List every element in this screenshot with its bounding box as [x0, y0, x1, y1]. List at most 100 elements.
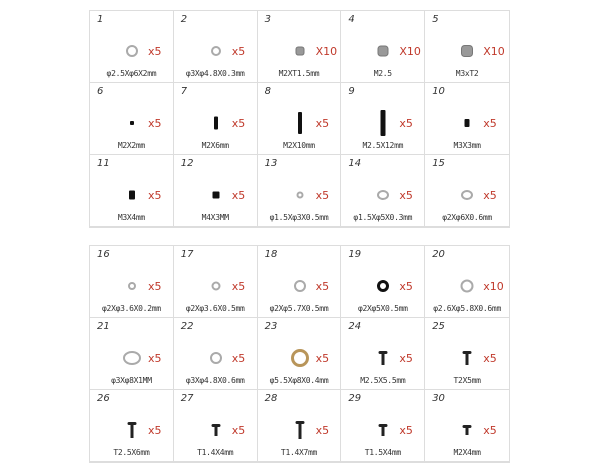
- washer-icon: [209, 352, 222, 364]
- shoulder-screw-icon: [378, 351, 388, 365]
- part-spec: M2.5X12mm: [362, 141, 404, 150]
- part-quantity: X10: [399, 45, 421, 58]
- part-spec: φ2Xφ5X0.5mm: [357, 304, 408, 313]
- part-quantity: x5: [315, 117, 330, 130]
- part-number: 21: [97, 321, 110, 332]
- part-cell: 25 x5 T2X5mm: [425, 318, 509, 390]
- part-number: 30: [432, 393, 445, 404]
- part-quantity: x5: [231, 352, 246, 365]
- screw-icon: [378, 424, 388, 436]
- set-screw-icon: [380, 110, 386, 136]
- part-number: 19: [348, 249, 362, 260]
- set-screw-icon: [129, 190, 135, 200]
- set-screw-icon: [212, 191, 220, 199]
- part-cell: 1 x5 φ2.5Xφ6X2mm: [90, 11, 174, 83]
- part-quantity: x5: [148, 352, 162, 365]
- nut-icon: [377, 45, 389, 57]
- part-cell: 5 X10 M3xT2: [425, 11, 509, 83]
- part-cell: 11 x5 M3X4mm: [90, 155, 174, 227]
- part-cell: 9 x5 M2.5X12mm: [341, 83, 426, 155]
- part-cell: 20 x10 φ2.6Xφ5.8X0.6mm: [425, 246, 509, 318]
- screw-icon: [462, 351, 472, 365]
- part-cell: 29 x5 T1.5X4mm: [341, 390, 426, 462]
- part-quantity: x5: [148, 424, 162, 437]
- part-spec: T2.5X6mm: [113, 448, 150, 457]
- part-quantity: x5: [483, 424, 497, 437]
- part-spec: T1.4X7mm: [280, 448, 318, 457]
- part-number: 6: [97, 86, 104, 97]
- part-cell: 18 x5 φ2Xφ5.7X0.5mm: [257, 246, 342, 318]
- part-quantity: x5: [231, 424, 246, 437]
- set-screw-icon: [130, 121, 134, 125]
- part-cell: 24 x5 M2.5X5.5mm: [341, 318, 426, 390]
- washer-icon: [123, 351, 141, 365]
- part-number: 24: [348, 321, 362, 332]
- part-quantity: x10: [483, 280, 504, 293]
- part-number: 17: [180, 249, 194, 260]
- part-spec: φ2Xφ5.7X0.5mm: [269, 304, 329, 313]
- part-cell: 22 x5 φ3Xφ4.8X0.6mm: [173, 318, 258, 390]
- part-spec: T1.4X4mm: [197, 448, 234, 457]
- part-quantity: x5: [483, 352, 497, 365]
- part-cell: 12 x5 M4X3MM: [173, 155, 258, 227]
- part-number: 28: [264, 393, 278, 404]
- washer-icon: [460, 279, 474, 293]
- part-cell: 21 x5 φ3Xφ8X1MM: [90, 318, 174, 390]
- screw-icon: [462, 425, 472, 435]
- part-quantity: x5: [148, 117, 162, 130]
- part-quantity: x5: [315, 280, 330, 293]
- part-quantity: x5: [231, 45, 246, 58]
- part-cell: 7 x5 M2X6mm: [173, 83, 258, 155]
- part-number: 25: [432, 321, 445, 332]
- part-number: 2: [180, 14, 188, 25]
- part-quantity: x5: [231, 117, 246, 130]
- part-number: 18: [264, 249, 278, 260]
- part-quantity: x5: [231, 189, 246, 202]
- part-spec: φ3Xφ8X1MM: [111, 376, 152, 385]
- part-spec: T1.5X4mm: [364, 448, 401, 457]
- part-spec: φ2.6Xφ5.8X0.6mm: [433, 304, 501, 313]
- part-number: 12: [180, 158, 194, 169]
- part-quantity: x5: [399, 424, 413, 437]
- part-spec: φ3Xφ4.8X0.3mm: [185, 69, 245, 78]
- nut-icon: [461, 45, 474, 57]
- screw-icon: [211, 424, 221, 436]
- part-cell: 26 x5 T2.5X6mm: [90, 390, 174, 462]
- parts-grid-1: 1 x5 φ2.5Xφ6X2mm 2 x5 φ3Xφ4.8X0.3mm 3 X10 …: [89, 10, 510, 228]
- part-spec: φ2Xφ6X0.6mm: [442, 213, 492, 222]
- part-spec: M2X6mm: [201, 141, 229, 150]
- part-number: 16: [97, 249, 110, 260]
- part-cell: 6 x5 M2X2mm: [90, 83, 174, 155]
- part-quantity: x5: [483, 189, 497, 202]
- part-number: 14: [348, 158, 362, 169]
- washer-icon: [377, 190, 390, 200]
- part-cell: 3 X10 M2XT1.5mm: [257, 11, 342, 83]
- washer-icon: [211, 281, 221, 291]
- part-spec: M2.5: [373, 69, 392, 78]
- part-spec: M2X10mm: [283, 141, 315, 150]
- part-number: 15: [432, 158, 445, 169]
- part-number: 5: [432, 14, 439, 25]
- part-spec: M2.5X5.5mm: [360, 376, 406, 385]
- washer-icon: [128, 282, 136, 290]
- part-cell: 10 x5 M3X3mm: [425, 83, 509, 155]
- washer-icon: [210, 46, 221, 56]
- part-spec: M3xT2: [455, 69, 479, 78]
- part-cell: 17 x5 φ2Xφ3.6X0.5mm: [173, 246, 258, 318]
- part-spec: φ2.5Xφ6X2mm: [106, 69, 157, 78]
- part-cell: 13 x5 φ1.5Xφ3X0.5mm: [257, 155, 342, 227]
- part-cell: 8 x5 M2X10mm: [257, 83, 342, 155]
- parts-grid-2: 16 x5 φ2Xφ3.6X0.2mm 17 x5 φ2Xφ3.6X0.5mm 18…: [89, 245, 510, 463]
- washer-icon: [126, 45, 138, 57]
- set-screw-icon: [297, 112, 302, 134]
- part-quantity: x5: [399, 117, 413, 130]
- part-spec: φ1.5Xφ3X0.5mm: [269, 213, 329, 222]
- part-quantity: x5: [399, 189, 413, 202]
- part-spec: T2X5mm: [453, 376, 481, 385]
- screw-icon: [127, 422, 137, 438]
- part-number: 11: [97, 158, 110, 169]
- part-spec: M3X3mm: [453, 141, 481, 150]
- part-cell: 28 x5 T1.4X7mm: [257, 390, 342, 462]
- part-number: 22: [180, 321, 194, 332]
- part-number: 8: [264, 86, 271, 97]
